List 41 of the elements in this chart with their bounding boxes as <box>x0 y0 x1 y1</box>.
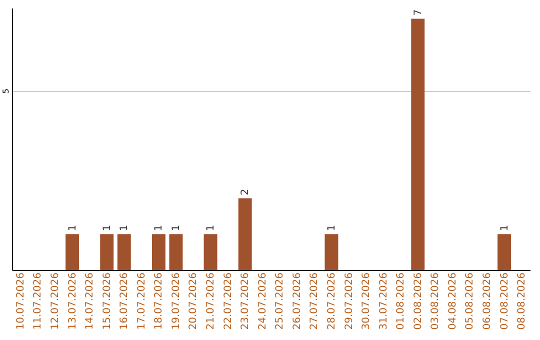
data-label: 1 <box>170 224 182 232</box>
x-tick-label: 03.08.2026 <box>430 272 442 330</box>
data-label: 1 <box>326 224 338 232</box>
x-tick-label: 30.07.2026 <box>361 272 372 330</box>
x-tick-label: 14.07.2026 <box>84 272 96 330</box>
x-tick-label: 13.07.2026 <box>67 272 78 330</box>
data-label: 7 <box>412 9 424 16</box>
x-tick-label: 10.07.2026 <box>15 272 26 330</box>
x-tick-label: 31.07.2026 <box>378 272 390 330</box>
x-tick-label: 24.07.2026 <box>257 272 268 330</box>
x-tick-label: 04.08.2026 <box>447 272 458 330</box>
x-tick-label: 07.08.2026 <box>499 272 510 330</box>
x-tick-label: 02.08.2026 <box>412 272 424 330</box>
data-label: 1 <box>119 224 130 232</box>
x-tick-label: 26.07.2026 <box>292 272 303 330</box>
x-tick-label: 27.07.2026 <box>309 272 320 330</box>
data-label: 1 <box>154 224 165 232</box>
data-label: 2 <box>240 188 252 196</box>
x-tick-label: 12.07.2026 <box>50 272 62 330</box>
x-tick-label: 20.07.2026 <box>188 272 200 330</box>
x-tick-label: 16.07.2026 <box>119 272 130 330</box>
data-label: 1 <box>206 224 217 232</box>
x-tick-label: 21.07.2026 <box>206 272 217 330</box>
x-tick-label: 22.07.2026 <box>222 272 234 330</box>
x-tick-label: 17.07.2026 <box>136 272 148 330</box>
x-tick-label: 11.07.2026 <box>32 272 44 330</box>
x-tick-label: 06.08.2026 <box>482 272 493 330</box>
x-tick-label: 05.08.2026 <box>464 272 476 330</box>
x-tick-label: 15.07.2026 <box>102 272 113 330</box>
x-tick-label: 28.07.2026 <box>326 272 338 330</box>
data-label: 1 <box>67 224 78 232</box>
x-tick-label: 01.08.2026 <box>396 272 407 330</box>
x-tick-label: 19.07.2026 <box>170 272 182 330</box>
x-tick-label: 18.07.2026 <box>154 272 165 330</box>
y-tick-label: 5 <box>2 88 10 94</box>
data-label: 1 <box>499 224 510 232</box>
x-tick-label: 23.07.2026 <box>240 272 252 330</box>
x-tick-label: 29.07.2026 <box>344 272 355 330</box>
data-label: 1 <box>102 224 113 232</box>
x-tick-label: 08.08.2026 <box>516 272 528 330</box>
x-tick-label: 25.07.2026 <box>274 272 286 330</box>
